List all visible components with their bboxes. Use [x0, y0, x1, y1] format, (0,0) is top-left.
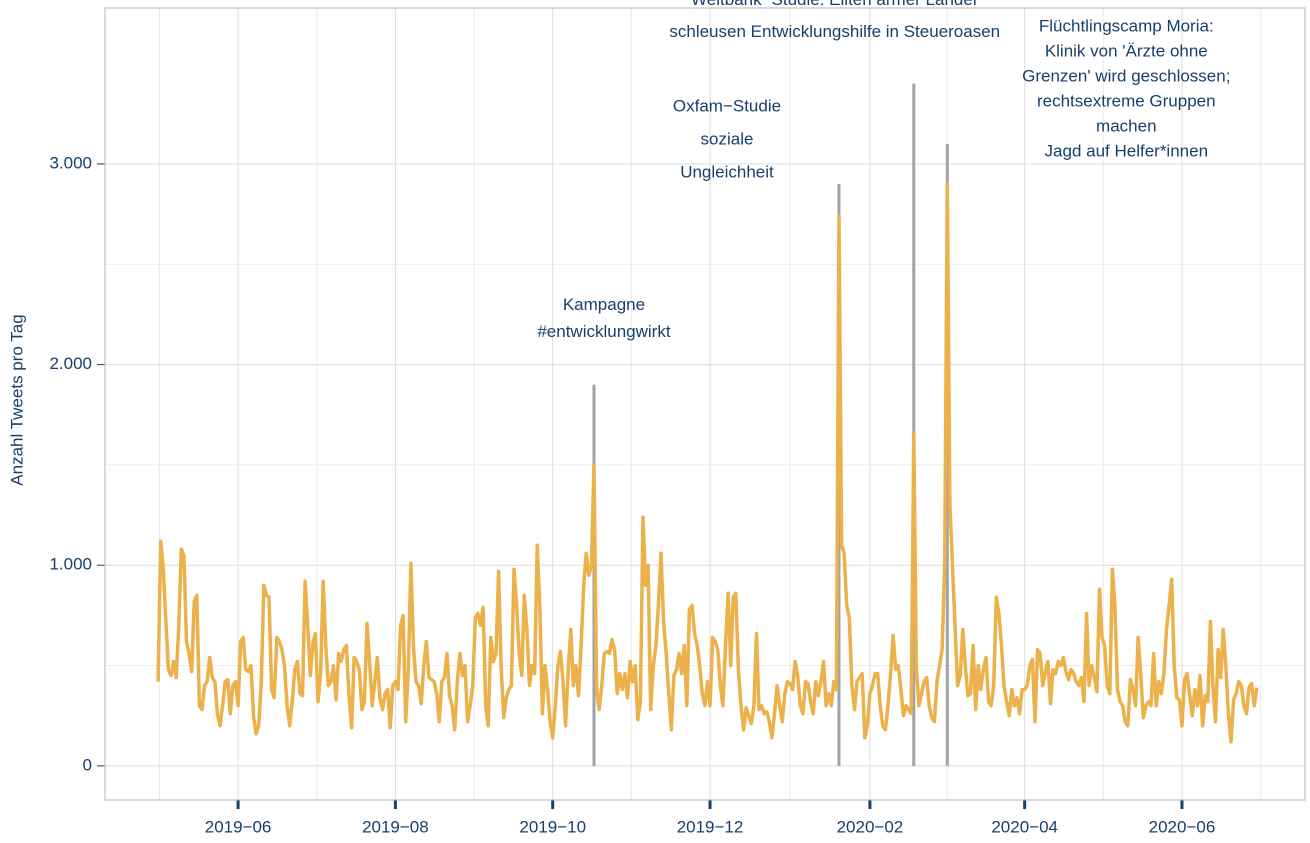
x-tick-label: 2020−06 [1149, 817, 1216, 836]
annotation-text: Flüchtlingscamp Moria: [1039, 16, 1214, 35]
annotation-text: Klinik von 'Ärzte ohne [1045, 41, 1208, 60]
x-tick-label: 2019−12 [677, 817, 744, 836]
annotation-text: schleusen Entwicklungshilfe in Steueroas… [669, 22, 1000, 41]
annotation-text: rechtsextreme Gruppen [1037, 91, 1216, 110]
annotation-text: soziale [701, 129, 754, 148]
annotation-text: Oxfam−Studie [673, 96, 781, 115]
annotation-text: Weltbank−Studie: Eliten armer Länder [691, 0, 979, 9]
y-axis-label: Anzahl Tweets pro Tag [7, 314, 26, 485]
y-tick-label: 1.000 [49, 555, 92, 574]
y-tick-label: 3.000 [49, 153, 92, 172]
annotation-text: Grenzen' wird geschlossen; [1022, 66, 1230, 85]
annotation-text: Ungleichheit [680, 162, 774, 181]
data-line [156, 182, 1259, 744]
annotation-text: machen [1096, 116, 1156, 135]
annotation-text: #entwicklungwirkt [537, 322, 670, 341]
y-tick-label: 0 [83, 755, 92, 774]
annotation-text: Kampagne [563, 295, 645, 314]
annotation-text: Jagd auf Helfer*innen [1045, 141, 1209, 160]
x-tick-label: 2020−04 [991, 817, 1058, 836]
x-tick-label: 2019−06 [205, 817, 272, 836]
plot-border [104, 7, 1306, 801]
x-tick-label: 2019−08 [362, 817, 429, 836]
x-tick-label: 2019−10 [519, 817, 586, 836]
x-tick-label: 2020−02 [837, 817, 904, 836]
y-tick-label: 2.000 [49, 354, 92, 373]
